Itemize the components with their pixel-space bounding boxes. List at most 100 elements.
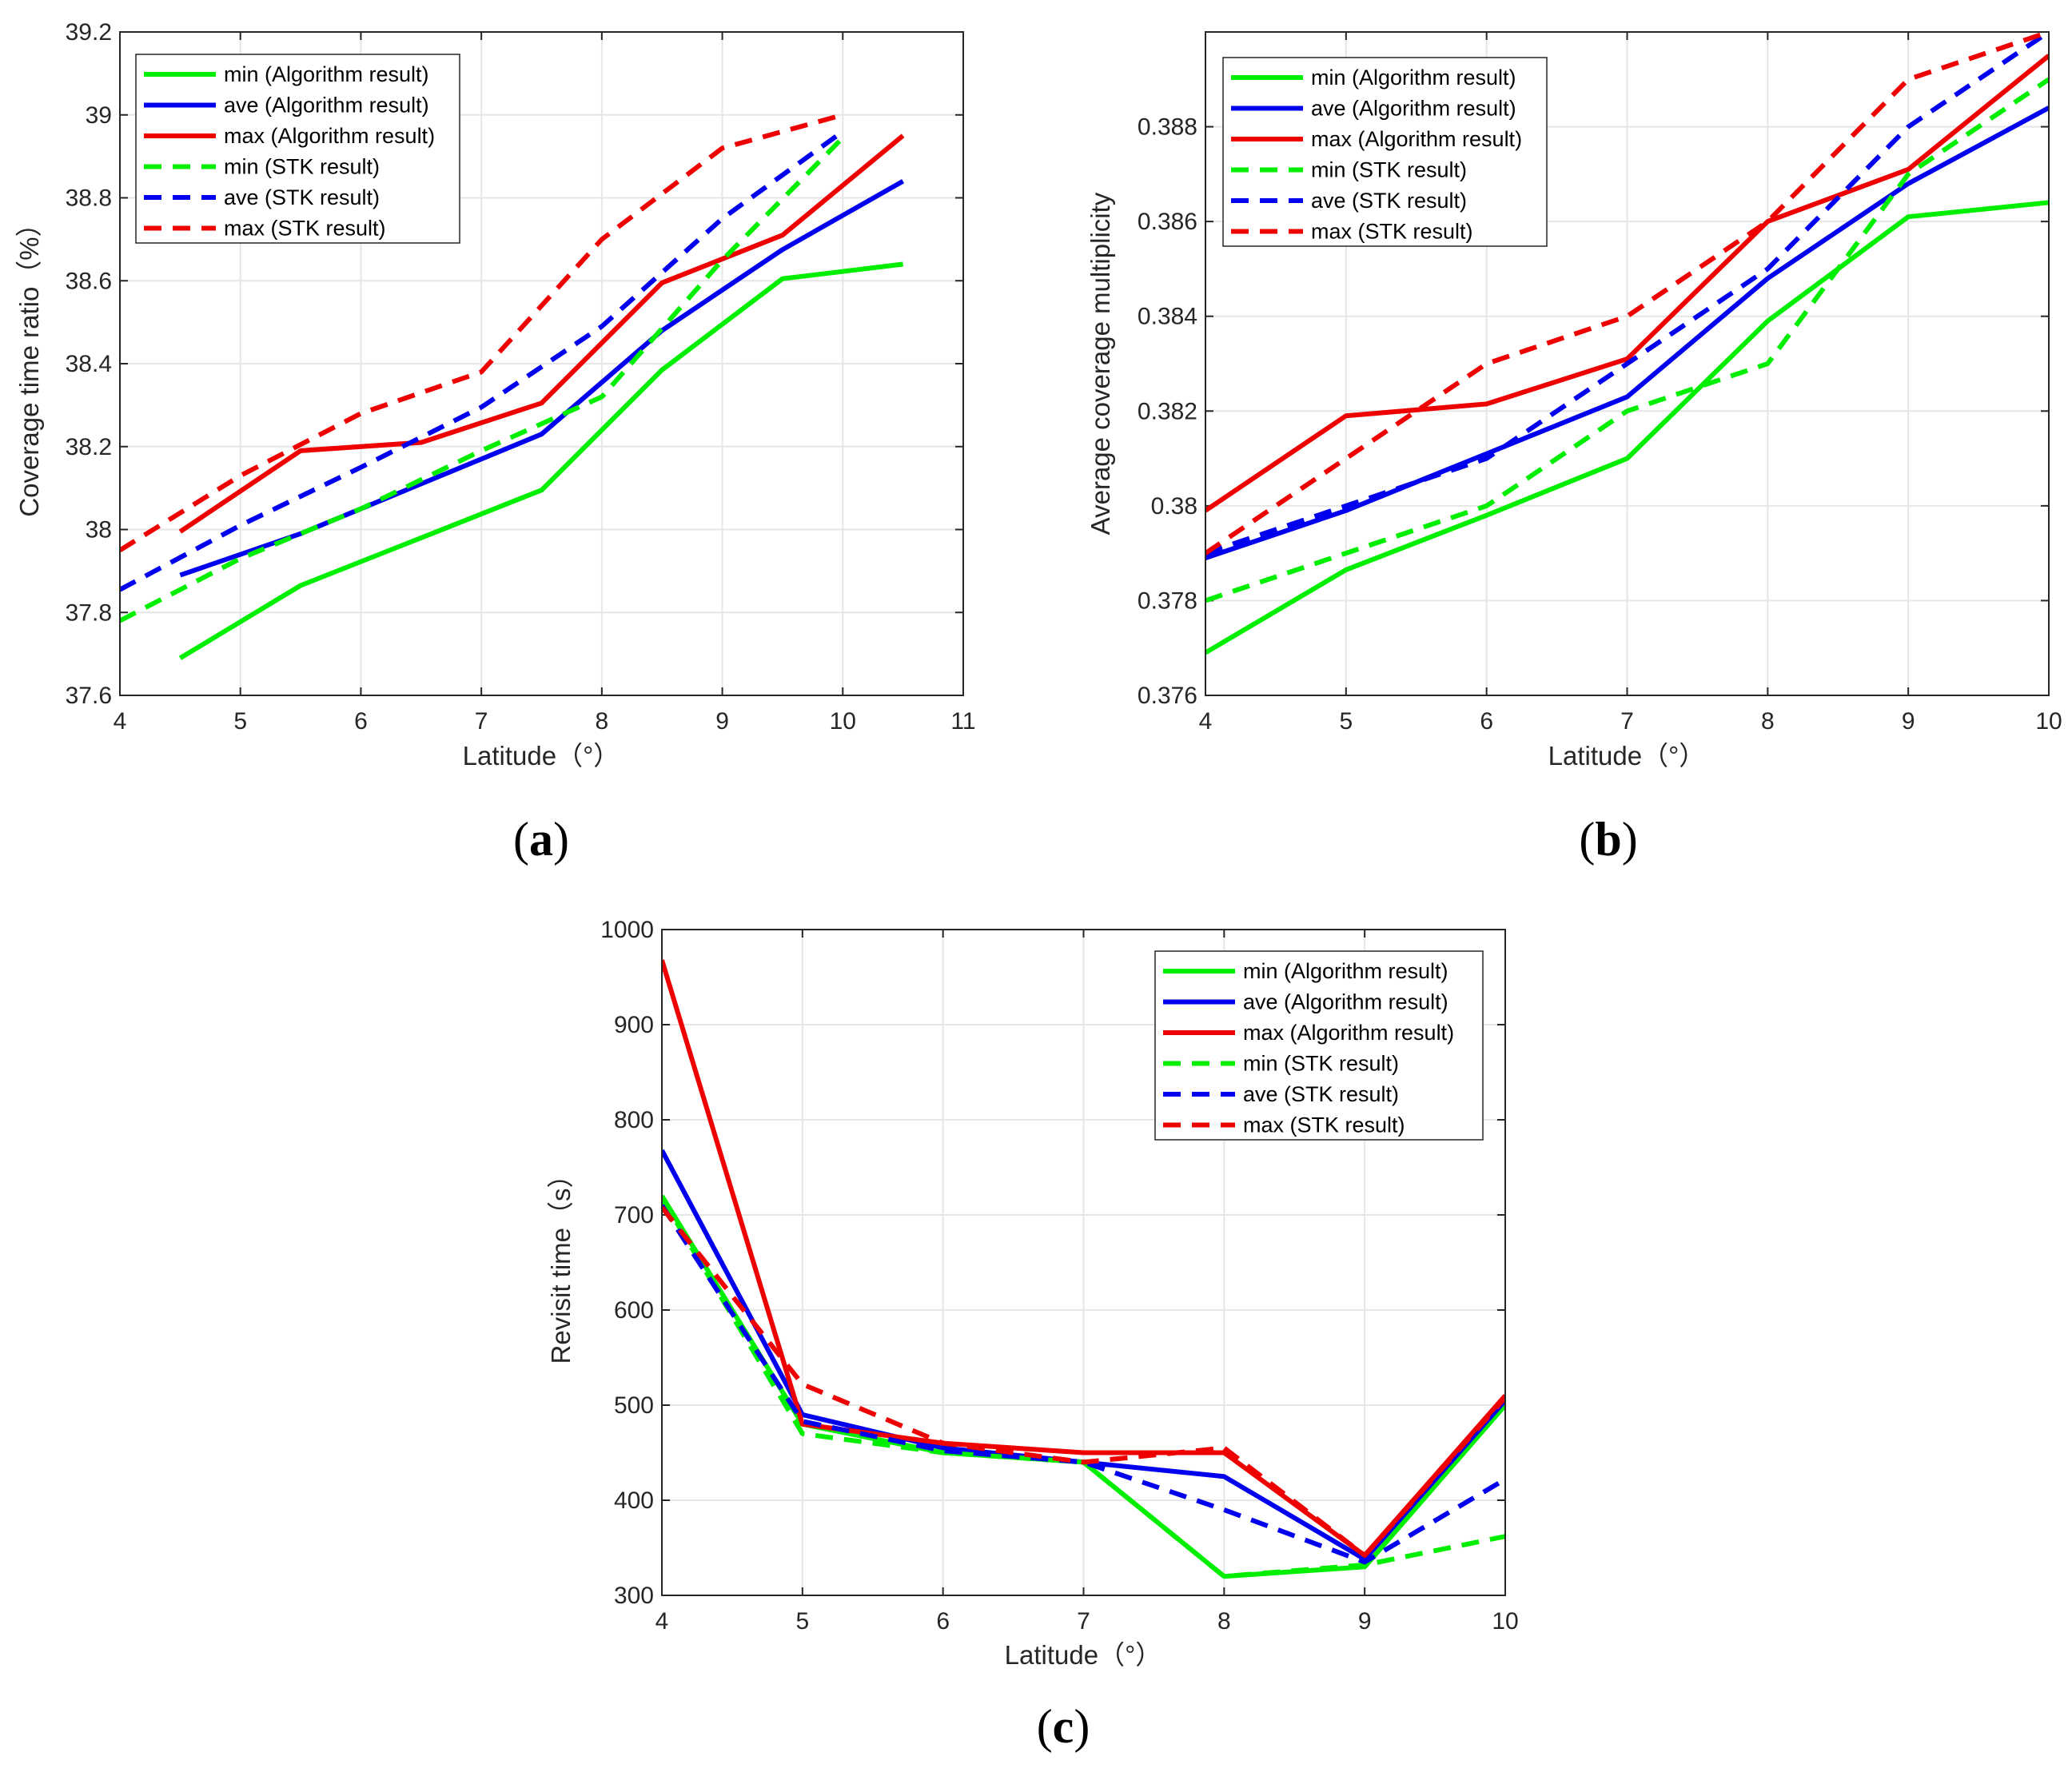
panel-a-legend-label: min (STK result): [224, 155, 380, 179]
panel-a-y-tick-label: 38.4: [66, 351, 112, 377]
panel-c-series-max-dashed: [662, 1205, 1505, 1558]
panel-a-label: (a): [513, 813, 569, 866]
panel-b-series-min-dashed: [1205, 77, 2049, 603]
panel-c-x-tick-label: 5: [795, 1608, 809, 1635]
panel-a-series-min-solid: [178, 261, 903, 660]
panel-a-y-axis-label: Coverage time ratio（%）: [14, 210, 44, 516]
panel-b-legend-label: ave (Algorithm result): [1311, 97, 1516, 121]
panel-a-x-tick-label: 6: [354, 708, 368, 735]
panel-a-x-tick-label: 11: [950, 708, 975, 735]
panel-c-y-tick-label: 1000: [600, 917, 654, 943]
panel-a-plot-frame: [119, 31, 964, 696]
panel-a-legend-label: max (STK result): [224, 217, 386, 241]
panel-b-y-tick-label: 0.386: [1138, 209, 1197, 235]
panel-c-legend-box: [1154, 950, 1484, 1141]
panel-a-x-axis-label: Latitude（°）: [463, 741, 620, 771]
panel-b-series-min-solid: [1205, 200, 2049, 655]
panel-a-x-tick-label: 10: [830, 708, 856, 735]
panel-a-x-tick-labels: 4 5 6 7 8 9 10 11: [114, 708, 976, 735]
panel-a-series-max-dashed: [120, 112, 844, 552]
panel-b-y-tick-label: 0.378: [1138, 587, 1197, 614]
panel-c-y-axis-label: Revisit time（s）: [546, 1161, 576, 1364]
panel-b-x-tick-labels: 4 5 6 7 8 9 10: [1199, 708, 2062, 735]
panel-c-label: (c): [1037, 1700, 1090, 1753]
panel-b-x-tick-label: 4: [1199, 708, 1213, 735]
panel-a-x-tick-label: 7: [475, 708, 488, 735]
panel-b: 4 5 6 7 8 9 10 0.3760.3780.380.3820.3840.3860.…: [1086, 31, 2062, 866]
panel-c-y-tick-label: 600: [614, 1297, 654, 1324]
panel-a-x-tick-label: 5: [233, 708, 247, 735]
panel-b-x-tick-label: 5: [1339, 708, 1353, 735]
panel-b-series-ave-dashed: [1205, 32, 2049, 555]
panel-b-series-max-solid: [1205, 54, 2049, 513]
panel-a-y-tick-label: 38.2: [66, 434, 112, 460]
panel-a-series-ave-solid: [179, 179, 905, 578]
panel-b-legend-label: min (STK result): [1311, 158, 1467, 182]
panel-a-y-tick-label: 38: [86, 517, 112, 544]
panel-c-legend-label: min (Algorithm result): [1243, 959, 1448, 983]
panel-c-legend-label: ave (STK result): [1243, 1082, 1399, 1106]
panel-c-y-tick-label: 500: [614, 1392, 654, 1419]
panel-b-x-tick-label: 10: [2035, 708, 2062, 735]
panel-b-x-tick-label: 9: [1902, 708, 1915, 735]
panel-c: 4 5 6 7 8 9 10 300 400 500 600 700 800 900 1000 Latit…: [546, 917, 1519, 1753]
panel-b-series: [1205, 32, 2049, 655]
panel-c-y-tick-label: 900: [614, 1012, 654, 1038]
panel-c-x-tick-labels: 4 5 6 7 8 9 10: [655, 1608, 1519, 1635]
panel-a-y-tick-label: 39: [86, 102, 112, 129]
panel-c-legend: min (Algorithm result) ave (Algorithm res…: [1154, 950, 1484, 1141]
panel-b-plot-frame: [1205, 31, 2050, 696]
panel-b-y-tick-label: 0.382: [1138, 398, 1197, 424]
panel-a-legend-box: [135, 54, 460, 244]
panel-b-x-tick-label: 7: [1620, 708, 1634, 735]
panel-a-y-tick-label: 38.6: [66, 268, 112, 294]
panel-c-y-tick-label: 300: [614, 1583, 654, 1609]
panel-b-y-tick-labels: 0.376 0.378 0.38 0.382 0.384 0.386 0.388: [1138, 114, 1197, 709]
panel-c-series: [662, 959, 1505, 1579]
panel-b-x-tick-label: 6: [1480, 708, 1493, 735]
panel-a-legend-label: ave (Algorithm result): [224, 94, 429, 117]
panel-a-legend: min (Algorithm result) ave (Algorithm res…: [135, 54, 460, 244]
panel-b-x-tick-label: 8: [1761, 708, 1775, 735]
panel-a-label-letter: a: [529, 813, 553, 866]
panel-c-label-letter: c: [1053, 1700, 1074, 1753]
panel-b-y-axis-label: Average coverage multiplicity: [1086, 192, 1115, 535]
panel-c-x-tick-label: 10: [1492, 1608, 1518, 1635]
panel-b-legend-label: ave (STK result): [1311, 189, 1467, 213]
panel-a-x-tick-label: 4: [114, 708, 127, 735]
panel-b-label-letter: b: [1595, 813, 1621, 866]
panel-a-y-tick-labels: 37.6 37.8 38 38.2 38.4 38.6 38.8 39 39.2: [66, 19, 112, 709]
panel-c-y-tick-label: 700: [614, 1202, 654, 1228]
panel-b-y-tick-label: 0.376: [1138, 683, 1197, 709]
panel-c-y-tick-label: 800: [614, 1107, 654, 1133]
panel-b-y-tick-label: 0.38: [1151, 493, 1197, 520]
panel-a-y-tick-label: 39.2: [66, 19, 112, 46]
panel-c-legend-label: ave (Algorithm result): [1243, 990, 1448, 1014]
panel-c-x-tick-label: 4: [655, 1608, 669, 1635]
panel-c-plot-frame: [661, 929, 1506, 1596]
panel-b-x-axis-label: Latitude（°）: [1548, 741, 1706, 771]
panel-b-label: (b): [1579, 813, 1637, 866]
panel-a-legend-label: min (Algorithm result): [224, 62, 429, 86]
panel-b-y-tick-label: 0.388: [1138, 114, 1197, 141]
panel-c-x-tick-label: 8: [1217, 1608, 1231, 1635]
panel-c-y-tick-label: 400: [614, 1487, 654, 1514]
panel-a-series-max-solid: [178, 133, 905, 534]
panel-a-y-tick-label: 37.8: [66, 599, 112, 626]
panel-b-legend-label: max (STK result): [1311, 220, 1473, 244]
panel-a-y-tick-label: 37.6: [66, 683, 112, 709]
panel-a-x-tick-label: 9: [715, 708, 729, 735]
panel-c-x-tick-label: 6: [936, 1608, 950, 1635]
panel-c-y-tick-labels: 300 400 500 600 700 800 900 1000: [600, 917, 654, 1609]
panel-c-x-tick-label: 9: [1358, 1608, 1372, 1635]
panel-c-x-axis-label: Latitude（°）: [1005, 1640, 1162, 1670]
panel-b-legend-box: [1222, 57, 1548, 247]
panel-b-legend-label: min (Algorithm result): [1311, 66, 1516, 90]
panel-c-legend-label: min (STK result): [1243, 1052, 1399, 1076]
panel-c-legend-label: max (Algorithm result): [1243, 1021, 1454, 1045]
panel-a: 4 5 6 7 8 9 10 11 37.637.83838.238.438.638.8393…: [14, 19, 976, 866]
panel-b-y-tick-label: 0.384: [1138, 304, 1197, 330]
panel-c-x-tick-label: 7: [1077, 1608, 1090, 1635]
panel-a-legend-label: max (Algorithm result): [224, 124, 435, 148]
